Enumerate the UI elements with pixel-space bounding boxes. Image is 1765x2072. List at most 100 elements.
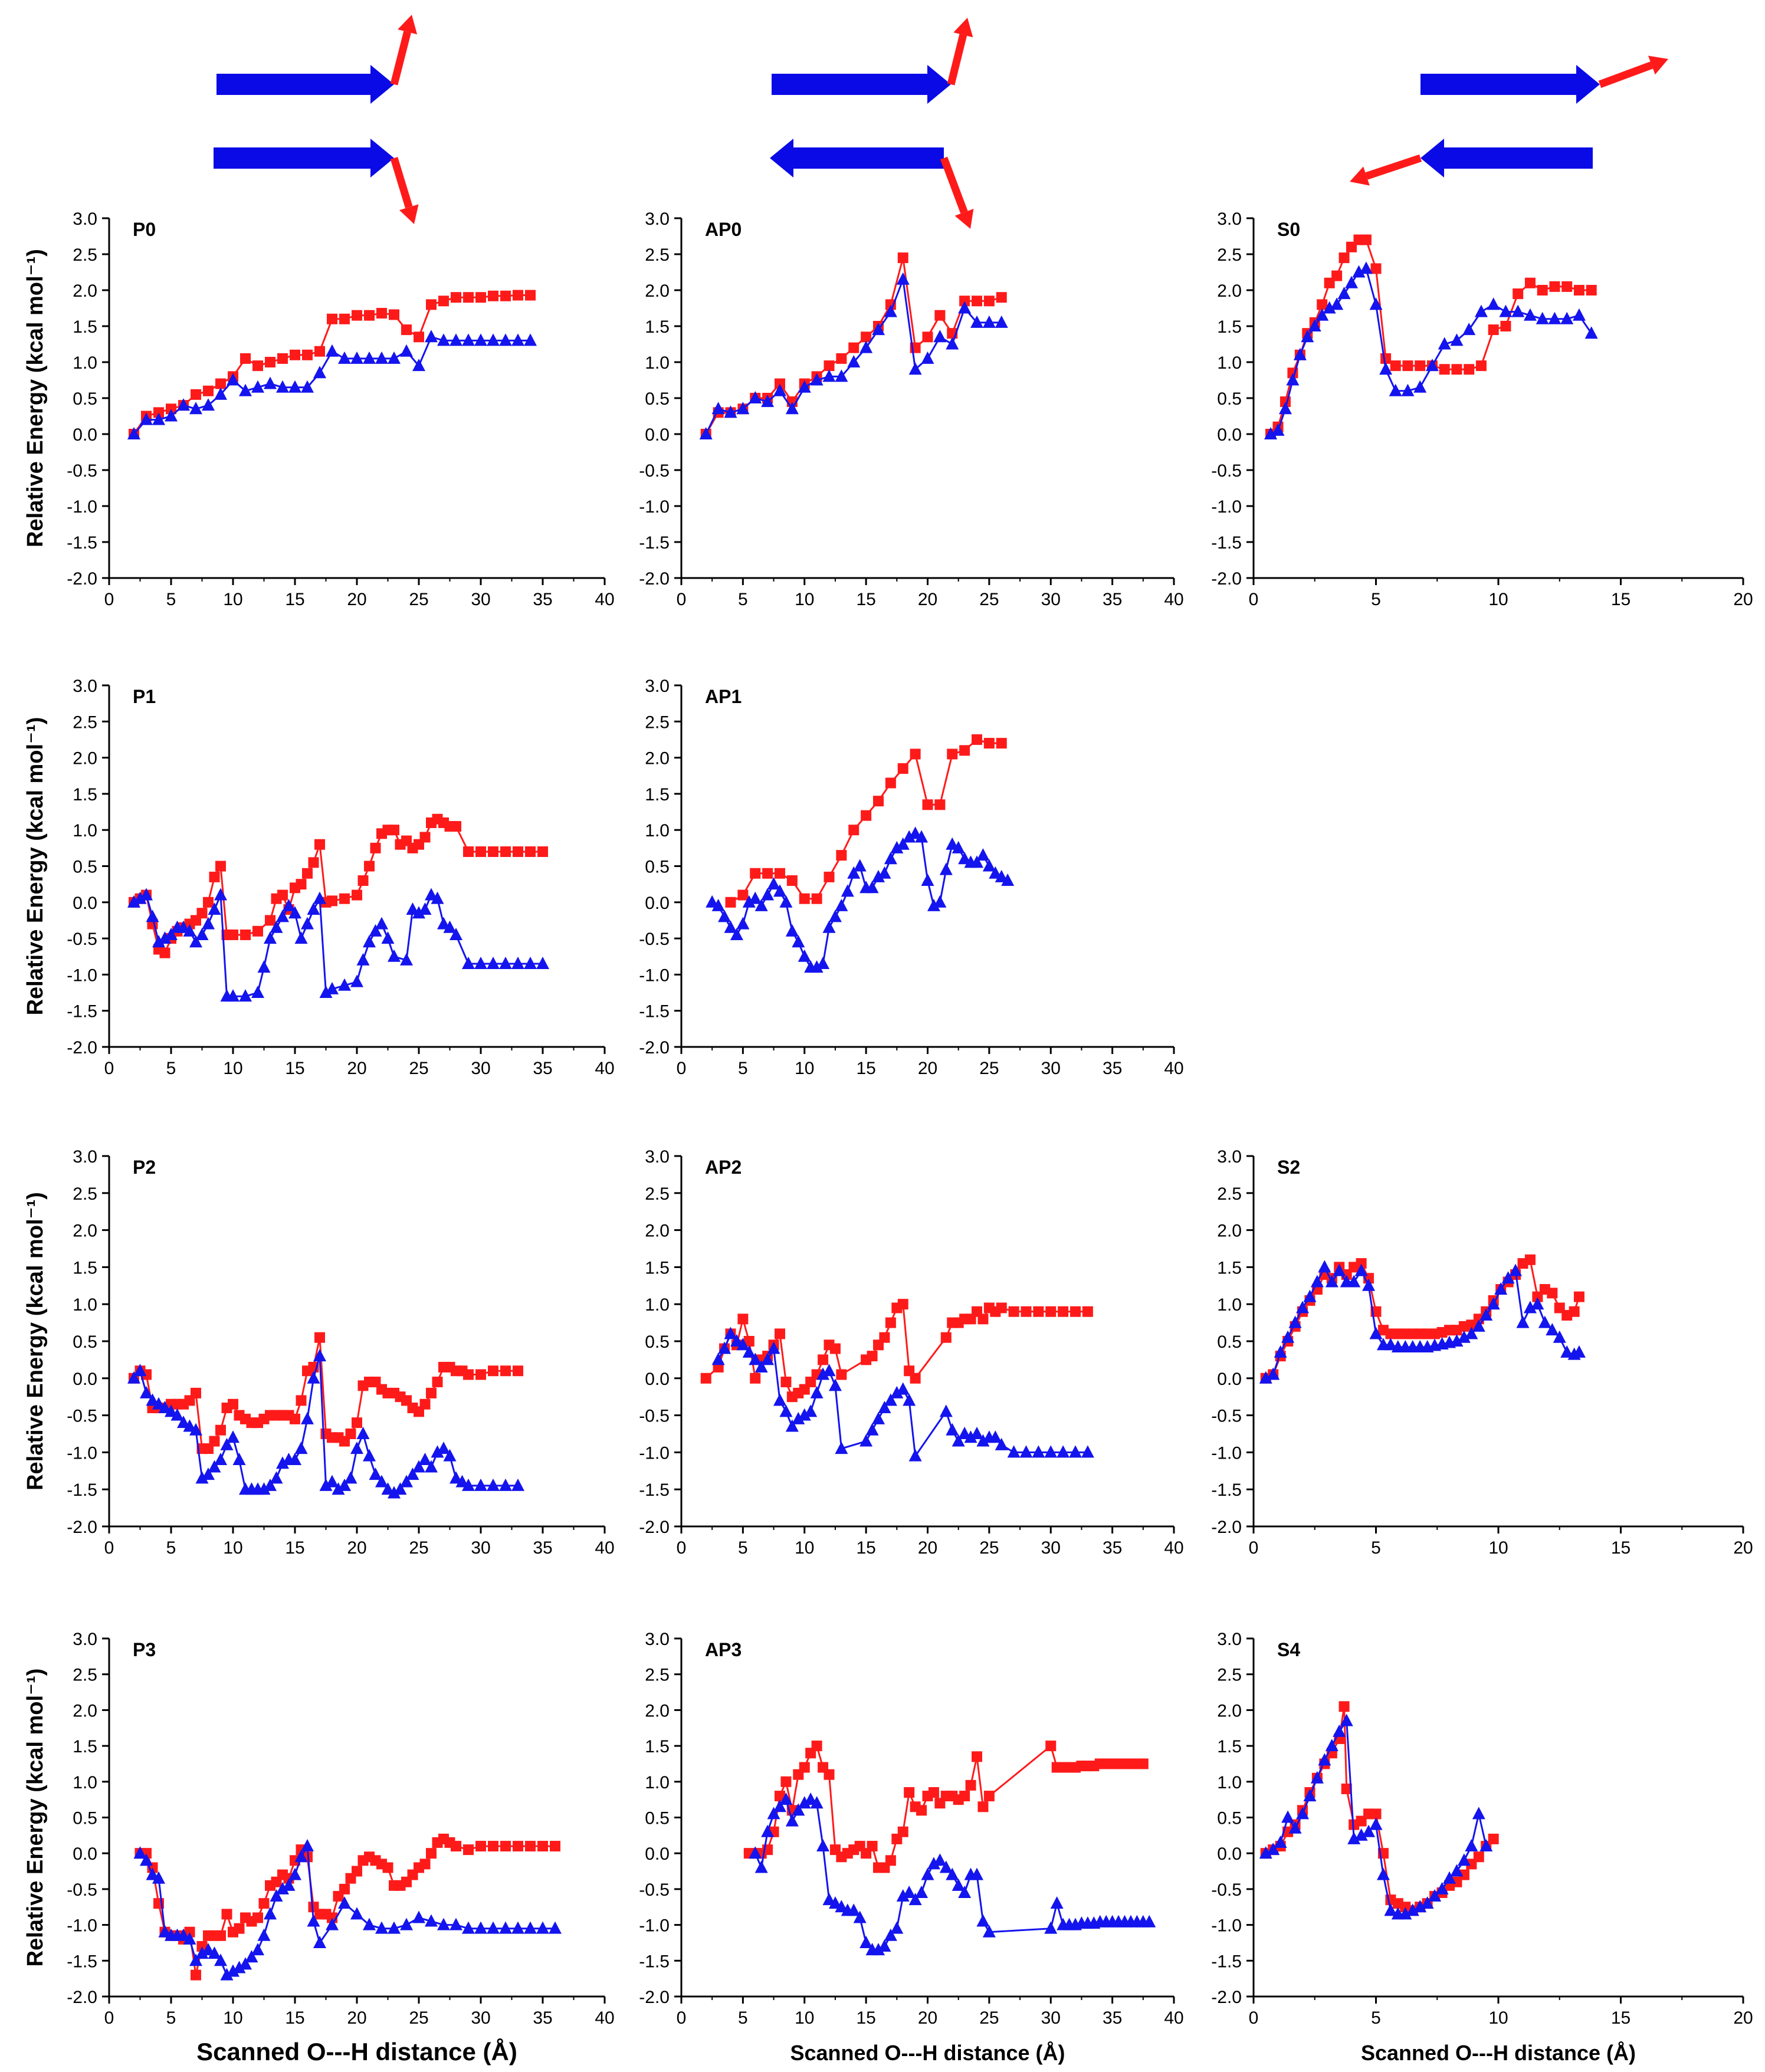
x-tick-label: 15 <box>1611 2008 1631 2028</box>
data-point-triangle <box>1318 1260 1331 1273</box>
x-tick-label: 30 <box>471 1059 490 1078</box>
series-red <box>134 1833 560 1981</box>
data-point-square <box>1317 299 1328 310</box>
data-point-triangle <box>450 1471 462 1484</box>
data-point-square <box>1573 1291 1584 1302</box>
data-point-square <box>537 846 548 857</box>
y-tick-label: 1.5 <box>645 1737 670 1756</box>
x-tick-label: 5 <box>738 1538 748 1558</box>
data-point-triangle <box>792 935 805 948</box>
data-point-triangle <box>1462 323 1476 336</box>
data-point-triangle <box>982 1925 996 1938</box>
data-point-square <box>775 1791 785 1802</box>
data-point-triangle <box>1308 319 1321 331</box>
data-point-triangle <box>1318 1753 1331 1766</box>
data-point-triangle <box>400 953 413 966</box>
data-point-square <box>339 1883 350 1894</box>
data-point-square <box>463 1844 474 1856</box>
data-point-triangle <box>1457 1330 1471 1343</box>
data-point-square <box>159 947 170 958</box>
x-tick-label: 30 <box>471 590 490 609</box>
y-tick-label: 2.0 <box>645 281 670 301</box>
data-point-square <box>829 1343 841 1354</box>
data-point-square <box>1488 1833 1499 1844</box>
red-arrow-up-head <box>953 18 973 38</box>
data-point-square <box>153 407 164 418</box>
data-point-triangle <box>810 373 824 386</box>
data-point-triangle <box>1399 1907 1412 1920</box>
data-point-triangle <box>1362 1824 1376 1837</box>
y-tick-label: 1.5 <box>73 785 97 804</box>
data-point-square <box>525 1841 536 1852</box>
data-point-triangle <box>189 935 202 948</box>
data-point-square <box>1338 1701 1350 1712</box>
data-point-square <box>302 868 313 879</box>
x-tick-label: 40 <box>1164 1059 1183 1078</box>
data-point-square <box>463 846 474 857</box>
data-point-triangle <box>307 1371 320 1384</box>
data-point-triangle <box>1472 1319 1485 1332</box>
data-point-square <box>879 1332 890 1343</box>
data-point-triangle <box>152 412 165 425</box>
x-tick-label: 10 <box>795 590 814 609</box>
x-tick-label: 30 <box>1041 2008 1061 2028</box>
data-point-triangle <box>1438 337 1451 350</box>
y-tick-label: -1.0 <box>639 1916 670 1936</box>
data-point-triangle <box>208 902 221 915</box>
data-point-triangle <box>301 1839 314 1852</box>
data-point-triangle <box>307 1914 320 1927</box>
chart-ap1: -2.0 -1.5 -1.0 -0.5 0.0 0.5 1.0 1.5 2.0 2.5 3.0 0 5 1… <box>639 677 1183 1078</box>
data-point-triangle <box>1494 1282 1508 1295</box>
data-point-triangle <box>779 1404 793 1417</box>
data-point-triangle <box>195 1471 209 1484</box>
data-point-square <box>1390 360 1401 372</box>
x-tick-label: 0 <box>677 2008 687 2028</box>
data-point-square <box>191 1969 201 1981</box>
data-point-square <box>215 861 226 872</box>
data-point-triangle <box>511 1921 524 1934</box>
data-point-square <box>1058 1306 1069 1317</box>
y-tick-label: 2.0 <box>1217 1701 1242 1720</box>
data-point-square <box>488 1841 498 1852</box>
y-tick-label: -2.0 <box>1211 569 1242 589</box>
data-point-triangle <box>767 1807 780 1820</box>
chart-p0: -2.0 -1.5 -1.0 -0.5 0.0 0.5 1.0 1.5 2.0 2.5 3.0 0 5 1… <box>23 209 615 609</box>
y-tick-label: 1.0 <box>645 821 670 840</box>
data-point-triangle <box>1286 373 1300 386</box>
data-point-triangle <box>896 1889 910 1902</box>
data-point-square <box>364 861 375 872</box>
data-point-triangle <box>393 1482 407 1495</box>
x-tick-label: 15 <box>856 2008 875 2028</box>
y-tick-label: -1.0 <box>67 1916 97 1936</box>
data-point-triangle <box>270 1889 283 1902</box>
data-point-triangle <box>933 1853 947 1866</box>
red-arrow-up-shaft <box>947 34 967 86</box>
data-point-square <box>972 734 982 745</box>
data-point-triangle <box>810 1796 824 1809</box>
data-point-triangle <box>1007 1445 1021 1458</box>
data-point-triangle <box>437 333 450 346</box>
x-tick-label: 25 <box>979 1059 999 1078</box>
data-point-square <box>1537 285 1548 295</box>
data-point-triangle <box>1479 1308 1493 1321</box>
data-point-triangle <box>1032 1445 1045 1458</box>
data-point-triangle <box>288 380 301 393</box>
data-point-triangle <box>1333 1263 1346 1276</box>
data-point-triangle <box>146 1393 159 1406</box>
data-point-triangle <box>828 909 842 922</box>
data-point-triangle <box>1369 297 1383 310</box>
data-point-triangle <box>257 1482 271 1495</box>
x-axis-label: Scanned O---H distance (Å) <box>790 2041 1065 2065</box>
data-point-triangle <box>1531 1297 1544 1310</box>
data-point-triangle <box>375 1921 388 1934</box>
x-tick-label: 0 <box>104 1538 114 1558</box>
y-tick-label: 1.0 <box>73 1773 97 1792</box>
y-tick-label: 1.0 <box>645 353 670 373</box>
y-tick-label: 1.0 <box>1217 1295 1242 1315</box>
y-tick-label: 0.5 <box>1217 1332 1242 1352</box>
panel-title: P3 <box>133 1639 156 1660</box>
data-point-square <box>743 1336 754 1347</box>
data-point-triangle <box>499 957 512 970</box>
data-point-triangle <box>350 974 363 987</box>
data-point-triangle <box>294 1850 308 1863</box>
